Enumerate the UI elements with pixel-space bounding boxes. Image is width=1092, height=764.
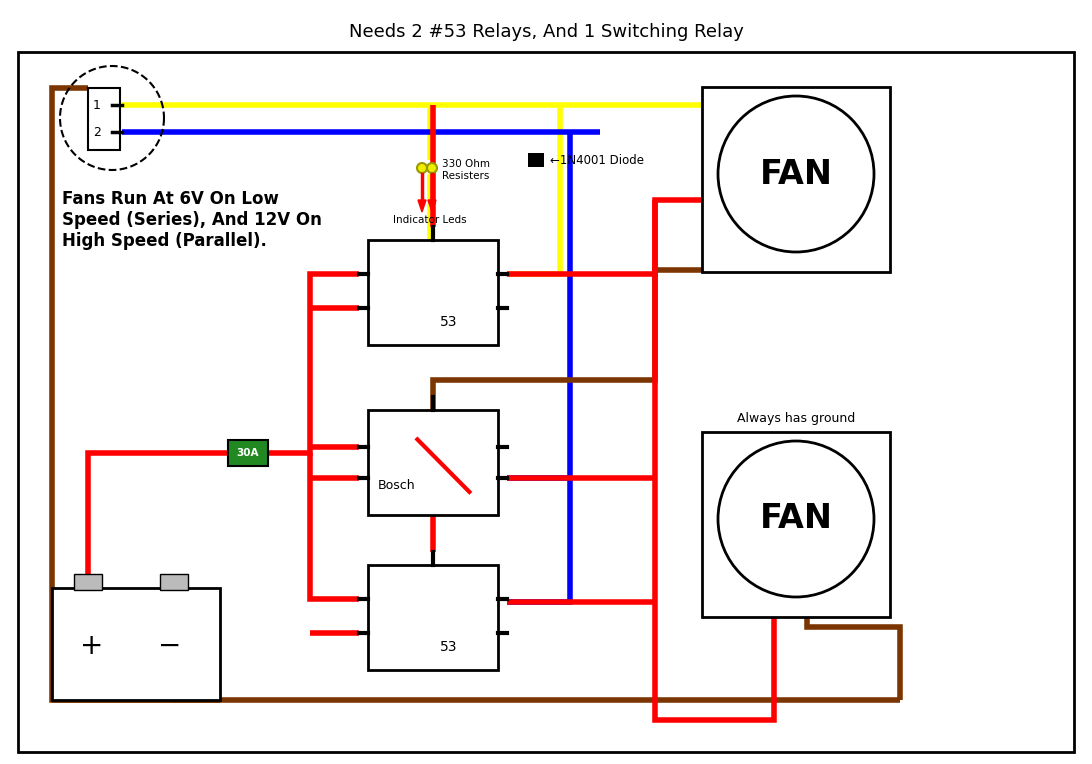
Bar [702, 87, 890, 272]
Bar [702, 432, 890, 617]
Text: 53: 53 [440, 640, 458, 654]
Text: ←1N4001 Diode: ←1N4001 Diode [550, 154, 644, 167]
Text: Always has ground: Always has ground [737, 412, 855, 425]
Circle shape [427, 163, 437, 173]
Circle shape [719, 96, 874, 252]
Text: 30A: 30A [237, 448, 259, 458]
Circle shape [719, 441, 874, 597]
Text: −: − [158, 632, 181, 660]
Bar [529, 153, 544, 167]
Text: 330 Ohm
Resisters: 330 Ohm Resisters [442, 159, 490, 181]
Bar [368, 565, 498, 670]
Text: Bosch: Bosch [378, 479, 416, 492]
Text: 1: 1 [93, 99, 100, 112]
Bar [368, 240, 498, 345]
Text: Indicator Leds: Indicator Leds [393, 215, 466, 225]
Text: FAN: FAN [760, 157, 832, 190]
Polygon shape [418, 200, 426, 212]
Polygon shape [428, 200, 436, 212]
Text: Fans Run At 6V On Low
Speed (Series), And 12V On
High Speed (Parallel).: Fans Run At 6V On Low Speed (Series), An… [62, 190, 322, 250]
Bar [368, 410, 498, 515]
Text: 53: 53 [440, 315, 458, 329]
Bar [52, 588, 219, 700]
Bar [74, 574, 102, 590]
Bar [161, 574, 188, 590]
Text: Needs 2 #53 Relays, And 1 Switching Relay: Needs 2 #53 Relays, And 1 Switching Rela… [348, 23, 744, 41]
Bar [88, 88, 120, 150]
Text: +: + [81, 632, 104, 660]
Text: FAN: FAN [760, 503, 832, 536]
Circle shape [417, 163, 427, 173]
Text: 2: 2 [93, 125, 100, 138]
Bar [228, 440, 268, 466]
